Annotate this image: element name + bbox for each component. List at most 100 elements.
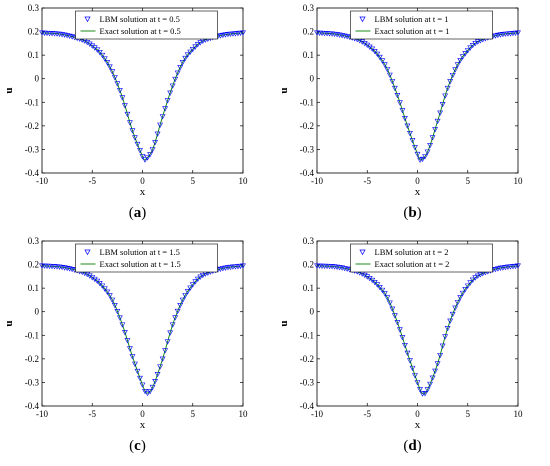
legend-marker-lbm (359, 16, 366, 23)
lbm-marker (462, 51, 469, 57)
lbm-marker (359, 39, 366, 45)
lbm-marker (454, 62, 461, 68)
lbm-marker (189, 47, 196, 53)
y-tick-label: -0.2 (25, 354, 39, 364)
x-tick-label: -10 (311, 176, 323, 186)
lbm-marker (402, 343, 408, 349)
lbm-marker (149, 384, 156, 391)
lbm-marker (412, 145, 418, 151)
lbm-marker (464, 48, 471, 54)
x-axis-label: x (140, 419, 146, 431)
lbm-marker (427, 381, 433, 388)
lbm-markers (314, 263, 521, 397)
panel-label: a (133, 205, 142, 221)
y-tick-label: -0.4 (300, 401, 315, 411)
lbm-marker (219, 32, 226, 39)
lbm-marker (124, 111, 131, 118)
lbm-marker (402, 116, 408, 122)
y-tick-label: 0.3 (28, 236, 40, 246)
lbm-marker (116, 315, 123, 321)
lbm-marker (129, 128, 136, 134)
x-tick-label: 5 (466, 176, 471, 186)
lbm-marker (404, 123, 411, 129)
x-tick-label: 5 (191, 176, 196, 186)
y-axis-label: u (3, 87, 15, 93)
lbm-marker (472, 41, 479, 47)
lbm-marker (389, 306, 396, 312)
lbm-marker (467, 45, 474, 51)
lbm-marker (414, 151, 421, 158)
lbm-marker (197, 40, 204, 46)
lbm-marker (371, 48, 378, 55)
lbm-marker (109, 69, 116, 75)
lbm-marker (144, 155, 151, 161)
lbm-marker (154, 131, 161, 137)
chart-a: -10 -5 0 5 10 -0.4 -0.3 -0.2 -0.1 0 0.1 0.2 0.3 x u LBM… (3, 3, 248, 198)
lbm-marker (361, 272, 368, 279)
lbm-marker (119, 322, 126, 328)
x-tick-label: 0 (140, 176, 145, 186)
lbm-marker (116, 88, 123, 94)
lbm-marker (189, 282, 196, 288)
y-axis-label: u (278, 320, 290, 326)
lbm-marker (179, 59, 186, 66)
lbm-marker (152, 140, 158, 146)
lbm-marker (447, 318, 454, 324)
legend-box (75, 10, 218, 40)
y-tick-label: 0.2 (303, 27, 314, 37)
lbm-marker (412, 373, 418, 379)
lbm-marker (384, 67, 391, 73)
lbm-marker (417, 157, 423, 163)
lbm-marker (174, 70, 181, 76)
lbm-marker (381, 291, 388, 297)
lbm-marker (99, 283, 106, 289)
lbm-markers (314, 30, 521, 163)
lbm-marker (139, 382, 146, 388)
x-tick-label: 0 (415, 409, 420, 419)
lbm-marker (397, 327, 403, 333)
legend-box (75, 243, 218, 273)
lbm-markers (39, 263, 246, 397)
y-tick-label: -0.2 (300, 354, 314, 364)
lbm-marker (417, 387, 423, 393)
lbm-marker (174, 308, 181, 315)
lbm-marker (169, 83, 176, 89)
lbm-marker (379, 58, 386, 64)
lbm-marker (172, 315, 179, 321)
lbm-marker (86, 273, 93, 279)
x-tick-label: -10 (36, 176, 48, 186)
lbm-marker (381, 62, 388, 68)
lbm-marker (240, 30, 246, 36)
lbm-marker (391, 313, 398, 319)
lbm-marker (449, 311, 456, 318)
lbm-marker (457, 58, 464, 64)
y-tick-label: -0.3 (25, 377, 40, 387)
lbm-marker (429, 135, 436, 141)
lbm-markers (39, 30, 246, 163)
lbm-marker (394, 92, 401, 99)
lbm-marker (187, 49, 194, 55)
lbm-marker (447, 79, 454, 85)
lbm-marker (101, 56, 108, 62)
lbm-marker (142, 157, 148, 163)
y-tick-label: -0.3 (300, 144, 315, 154)
y-tick-label: -0.4 (25, 401, 40, 411)
lbm-marker (379, 287, 386, 294)
lbm-marker (124, 338, 131, 344)
lbm-marker (86, 41, 93, 47)
lbm-marker (182, 293, 189, 299)
lbm-marker (104, 289, 111, 295)
x-tick-label: 0 (140, 409, 145, 419)
lbm-marker (439, 101, 446, 108)
lbm-marker (129, 354, 136, 360)
lbm-marker (192, 44, 199, 50)
lbm-marker (179, 297, 186, 303)
lbm-marker (194, 42, 201, 48)
y-tick-label: 0.2 (303, 260, 314, 270)
lbm-marker (492, 33, 499, 39)
lbm-marker (515, 263, 521, 269)
lbm-marker (134, 368, 141, 375)
lbm-marker (472, 275, 479, 281)
x-axis-label: x (415, 419, 421, 431)
x-tick-label: 10 (514, 176, 524, 186)
